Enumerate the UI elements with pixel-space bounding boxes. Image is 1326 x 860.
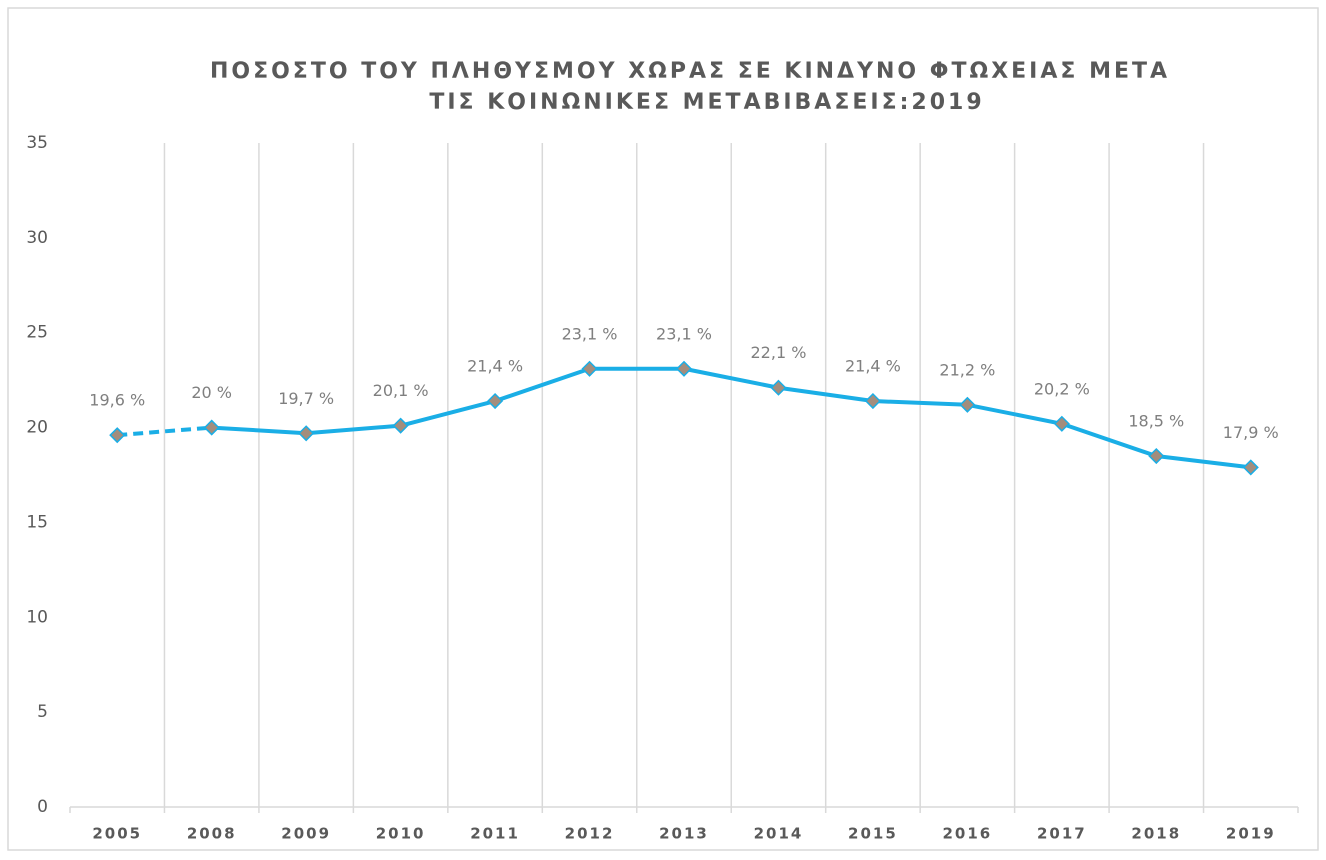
x-tick-label: 2009	[281, 825, 331, 843]
value-label: 19,7 %	[278, 389, 334, 408]
x-tick-label: 2010	[376, 825, 426, 843]
marker	[203, 419, 220, 436]
x-tick-label: 2013	[659, 825, 709, 843]
x-tick-label: 2017	[1037, 825, 1087, 843]
line	[211, 366, 1252, 470]
marker	[1053, 415, 1070, 432]
y-tick-label: 35	[26, 133, 48, 153]
value-label: 18,5 %	[1128, 412, 1184, 431]
y-tick-label: 5	[37, 702, 48, 722]
marker	[581, 360, 598, 377]
marker	[392, 417, 409, 434]
x-tick-label: 2014	[754, 825, 804, 843]
value-label: 19,6 %	[89, 391, 145, 410]
chart-title: ΠΟΣΟΣΤΟ ΤΟΥ ΠΛΗΘΥΣΜΟΥ ΧΩΡΑΣ ΣΕ ΚΙΝΔΥΝΟ Φ…	[210, 59, 1170, 84]
x-tick-label: 2015	[848, 825, 898, 843]
marker	[487, 392, 504, 410]
y-tick-label: 0	[37, 797, 48, 817]
chart-title: ΤΙΣ ΚΟΙΝΩΝΙΚΕΣ ΜΕΤΑΒΙΒΑΣΕΙΣ:2019	[429, 90, 984, 115]
x-tick-label: 2008	[187, 825, 237, 843]
value-label: 20,1 %	[373, 381, 429, 400]
value-label: 21,2 %	[939, 360, 995, 379]
value-label: 22,1 %	[751, 343, 807, 362]
marker	[675, 360, 693, 377]
value-label: 23,1 %	[656, 324, 712, 343]
marker	[959, 396, 976, 413]
value-label: 21,4 %	[467, 357, 523, 376]
y-tick-label: 10	[26, 607, 48, 627]
x-tick-label: 2016	[943, 825, 993, 843]
x-tick-label: 2018	[1131, 825, 1181, 843]
x-tick-label: 2005	[92, 825, 142, 843]
value-label: 23,1 %	[562, 324, 618, 343]
value-label: 20,2 %	[1034, 379, 1090, 398]
x-tick-label: 2019	[1226, 825, 1276, 843]
marker	[1148, 447, 1165, 465]
y-tick-label: 20	[26, 418, 48, 438]
marker	[298, 425, 315, 442]
marker	[1242, 459, 1259, 476]
y-tick-label: 15	[26, 512, 48, 532]
y-tick-label: 30	[26, 228, 48, 248]
y-tick-label: 25	[26, 323, 48, 343]
value-label: 17,9 %	[1223, 423, 1279, 442]
marker	[770, 379, 787, 396]
x-tick-label: 2012	[565, 825, 615, 843]
marker	[864, 392, 881, 410]
value-label: 20 %	[191, 383, 232, 402]
value-label: 21,4 %	[845, 357, 901, 376]
x-tick-label: 2011	[470, 825, 520, 843]
marker	[109, 427, 126, 444]
